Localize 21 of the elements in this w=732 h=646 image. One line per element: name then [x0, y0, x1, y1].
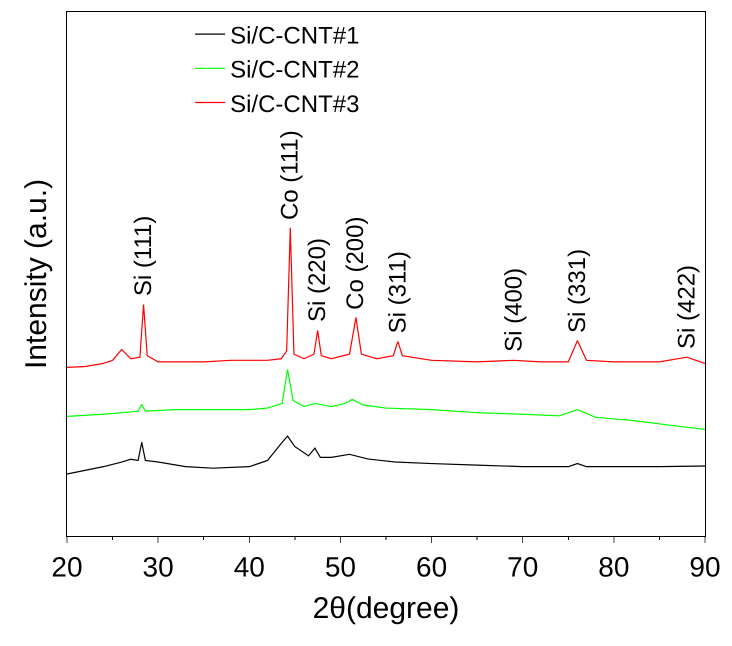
- y-axis-title: Intensity (a.u.): [20, 178, 53, 370]
- annotation: Si (400): [500, 268, 528, 352]
- annotation: Si (311): [384, 251, 412, 334]
- x-tick-label: 50: [324, 552, 356, 583]
- annotation: Si (331): [564, 248, 591, 333]
- x-tick-label: 30: [142, 552, 174, 583]
- annotation: Co (111): [276, 130, 304, 220]
- annotation: Si (220): [304, 238, 332, 322]
- x-tick-label: 60: [416, 552, 448, 583]
- x-tick-label: 70: [507, 552, 538, 583]
- legend-label: Si/C-CNT#2: [230, 56, 360, 84]
- x-axis-title: 2θ(degree): [312, 592, 460, 626]
- annotation: Si (422): [674, 264, 701, 349]
- x-tick-label: 20: [51, 552, 83, 583]
- x-tick-label: 80: [598, 552, 630, 583]
- x-tick-label: 90: [689, 552, 721, 583]
- x-tick-label: 40: [234, 552, 265, 583]
- annotation: Co (200): [342, 216, 369, 310]
- legend-label: Si/C-CNT#1: [230, 22, 360, 50]
- annotation: Si (111): [130, 216, 158, 296]
- legend-label: Si/C-CNT#3: [230, 90, 360, 118]
